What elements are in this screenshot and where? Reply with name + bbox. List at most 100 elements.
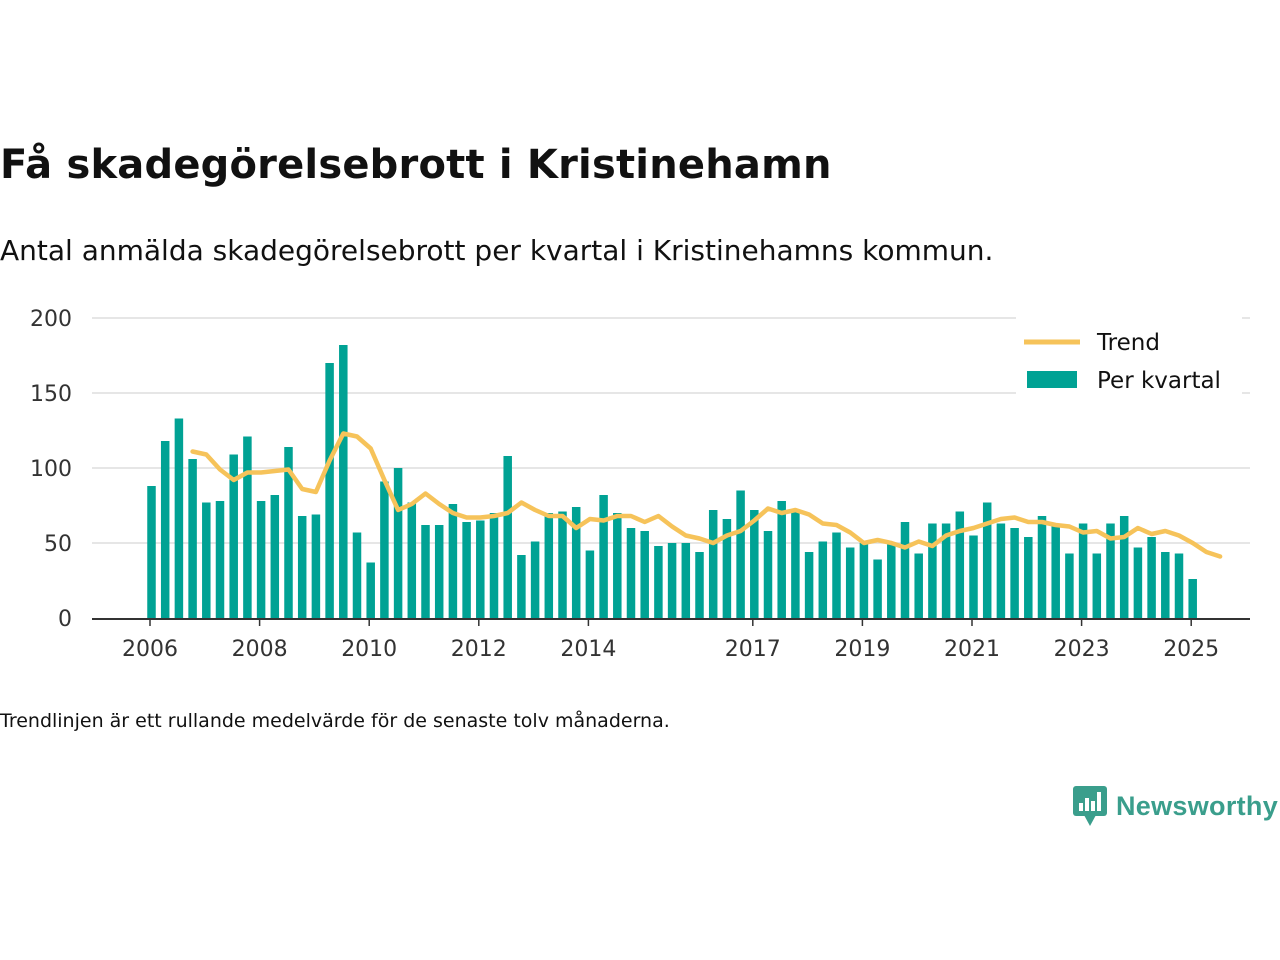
bar-2008-q4: [297, 516, 307, 618]
bar-2019-q1: [859, 543, 869, 618]
bar-2021-q3: [996, 523, 1006, 618]
bar-2023-q1: [1078, 523, 1088, 618]
bar-2024-q4: [1174, 553, 1184, 618]
x-tick-label-2023: 2023: [1054, 637, 1110, 662]
bar-2013-q2: [544, 513, 554, 618]
footnote: Trendlinjen är ett rullande medelvärde f…: [0, 710, 670, 732]
bar-2024-q2: [1147, 537, 1156, 618]
bar-2019-q2: [873, 559, 882, 618]
legend-bar-swatch: [1027, 371, 1077, 388]
bar-2014-q1: [585, 550, 595, 618]
bar-2017-q2: [763, 531, 773, 618]
bar-2016-q1: [695, 552, 704, 618]
bar-2010-q2: [380, 481, 389, 618]
bar-2014-q4: [626, 528, 636, 618]
bar-2018-q4: [845, 547, 855, 618]
bar-2023-q3: [1106, 523, 1115, 618]
bar-2020-q4: [955, 511, 965, 618]
bar-2022-q2: [1037, 516, 1047, 618]
bar-2008-q2: [270, 495, 280, 618]
line-series-trend: [190, 431, 1223, 559]
bar-2021-q1: [969, 535, 978, 618]
brand-name: Newsworthy: [1116, 790, 1279, 821]
bar-2015-q3: [667, 543, 677, 618]
x-tick-label-2021: 2021: [944, 637, 1000, 662]
bar-2025-q1: [1188, 579, 1197, 618]
bar-2018-q3: [832, 532, 841, 618]
bar-2018-q2: [818, 541, 828, 618]
legend-trend-label: Trend: [1096, 330, 1160, 356]
bar-2024-q1: [1133, 547, 1143, 618]
bar-2017-q1: [750, 510, 759, 618]
bar-2019-q3: [887, 544, 896, 618]
bar-2016-q4: [736, 490, 745, 618]
bar-2013-q4: [571, 507, 581, 618]
y-tick-label-200: 200: [30, 307, 72, 332]
bar-2016-q3: [722, 519, 732, 618]
bar-2015-q2: [654, 546, 663, 618]
bar-2013-q3: [558, 511, 567, 618]
bar-2006-q4: [188, 459, 197, 618]
bar-2007-q2: [215, 501, 225, 618]
bar-2020-q2: [928, 523, 937, 618]
y-tick-label-0: 0: [58, 607, 72, 632]
bar-2023-q2: [1092, 553, 1102, 618]
bar-2023-q4: [1119, 516, 1129, 618]
bar-2013-q1: [530, 541, 540, 618]
x-tick-label-2008: 2008: [232, 637, 288, 662]
bar-2014-q3: [613, 513, 622, 618]
bar-2008-q3: [284, 447, 293, 618]
bar-2012-q4: [517, 555, 526, 618]
bar-2009-q4: [352, 532, 362, 618]
bar-2018-q1: [804, 552, 814, 618]
bar-2024-q3: [1161, 552, 1170, 618]
bar-2006-q1: [147, 486, 156, 618]
bar-2012-q3: [503, 456, 512, 618]
axes: 0 50 100 150 200 2006 2008 2010 2012 2014 2017 2019…: [30, 307, 1250, 662]
bar-2015-q4: [681, 543, 691, 618]
bar-2011-q2: [434, 525, 444, 618]
x-tick-label-2010: 2010: [341, 637, 397, 662]
bar-2014-q2: [599, 495, 608, 618]
bar-2008-q1: [256, 501, 266, 618]
bar-2006-q3: [174, 418, 184, 618]
bar-2007-q3: [229, 454, 238, 618]
bar-2010-q4: [407, 502, 417, 618]
bar-2011-q1: [421, 525, 430, 618]
bar-2007-q4: [243, 436, 252, 618]
bar-2009-q3: [339, 345, 348, 618]
newsworthy-logo-icon: [1073, 786, 1107, 826]
trend-line: [190, 431, 1223, 559]
bar-2012-q2: [489, 513, 499, 618]
chart-title: Få skadegörelsebrott i Kristinehamn: [0, 142, 832, 188]
y-tick-label-150: 150: [30, 382, 72, 407]
bar-2015-q1: [640, 531, 649, 618]
x-tick-label-2006: 2006: [122, 637, 178, 662]
bar-series-per-kvartal: [147, 345, 1197, 618]
bar-2011-q4: [462, 522, 471, 618]
legend: Trend Per kvartal: [1016, 314, 1242, 404]
bar-2022-q1: [1024, 537, 1033, 618]
bar-2012-q1: [476, 520, 485, 618]
y-tick-label-50: 50: [44, 532, 72, 557]
bar-2011-q3: [448, 504, 458, 618]
bar-2010-q3: [393, 468, 403, 618]
bar-2007-q1: [202, 502, 211, 618]
bar-2009-q2: [325, 363, 334, 618]
bar-2022-q3: [1051, 523, 1060, 618]
brand-logo: Newsworthy: [1072, 784, 1278, 828]
chart-canvas: 0 50 100 150 200 2006 2008 2010 2012 2014 2017 2019…: [30, 307, 1250, 662]
x-tick-label-2025: 2025: [1163, 637, 1219, 662]
bar-2006-q2: [160, 441, 170, 618]
x-tick-label-2019: 2019: [834, 637, 890, 662]
bar-2021-q2: [982, 502, 992, 618]
bar-2019-q4: [900, 522, 910, 618]
x-tick-label-2012: 2012: [451, 637, 507, 662]
y-tick-label-100: 100: [30, 457, 72, 482]
x-tick-label-2014: 2014: [560, 637, 616, 662]
chart-subtitle: Antal anmälda skadegörelsebrott per kvar…: [0, 234, 994, 267]
legend-background: [1016, 314, 1242, 404]
bar-2009-q1: [311, 514, 321, 618]
x-tick-label-2017: 2017: [725, 637, 781, 662]
bar-2017-q4: [791, 510, 800, 618]
